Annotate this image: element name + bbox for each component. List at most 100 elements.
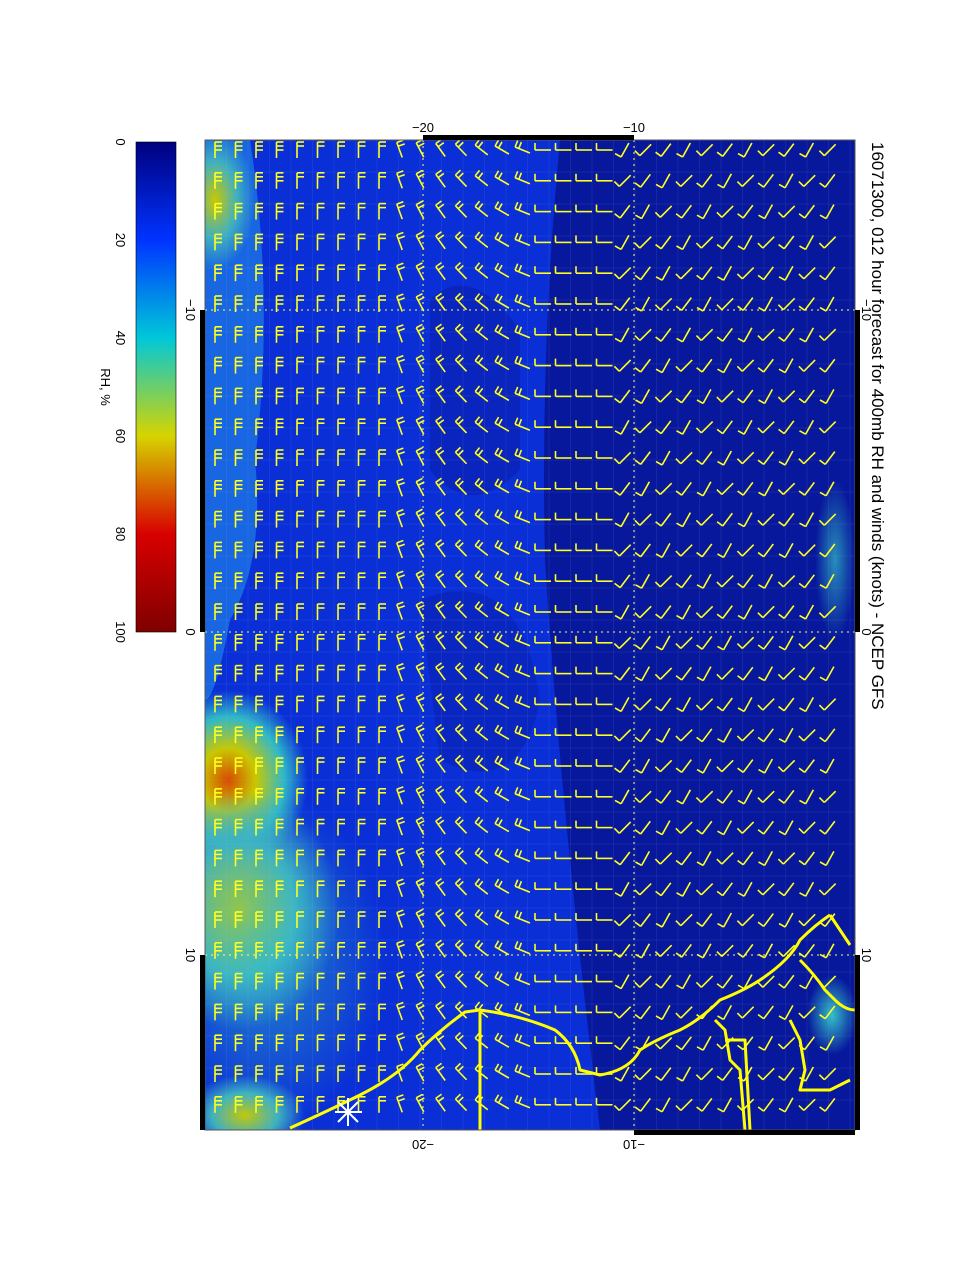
wind-barb [494,355,510,371]
wind-barb [534,143,551,151]
wind-barb [695,420,714,434]
wind-barb [337,695,345,713]
wind-barb [696,758,712,774]
wind-barb [534,512,551,521]
wind-barb [613,174,632,188]
wind-barb [514,325,531,339]
wind-barb [316,1003,325,1021]
wind-barb [675,759,692,774]
wind-barb [474,293,489,310]
wind-barb [575,173,592,182]
wind-barb [554,1097,572,1106]
wind-barb [454,693,468,711]
wind-barb [716,574,734,588]
wind-barb [514,1033,531,1047]
wind-barb [575,789,592,798]
right-tick-minus-10: −10 [859,299,874,321]
wind-barb [778,1067,795,1082]
wind-barb [296,664,304,682]
wind-barb [494,231,510,248]
wind-barb [575,451,592,459]
wind-barb [435,569,446,589]
wind-barb [777,944,796,958]
wind-barb [357,695,366,713]
wind-barb [378,418,386,436]
wind-barb [474,323,489,341]
wind-barb [337,510,345,528]
wind-barb [554,882,572,891]
wind-barb [675,451,693,465]
wind-barb [716,205,734,218]
wind-barb [494,570,510,586]
wind-barb [337,818,345,836]
wind-barb [234,911,243,928]
wind-barb [737,759,754,774]
wind-barb [494,632,510,648]
wind-barb [614,759,631,774]
wind-barb [494,539,510,556]
wind-barb [696,204,712,220]
wind-barb [337,1003,345,1021]
wind-barb [757,975,775,988]
wind-barb [514,140,531,154]
wind-barb [595,605,613,613]
wind-barb [435,508,446,527]
wind-barb [255,880,263,898]
wind-barb [454,970,468,988]
wind-barb [357,972,366,990]
wind-barb [654,759,673,773]
wind-barb [819,481,835,497]
wind-barb [654,667,673,680]
wind-barb [758,204,774,220]
wind-barb [214,264,222,282]
wind-barb [635,851,651,867]
wind-barb [614,512,630,528]
wind-barb [634,820,651,835]
wind-barb [634,236,652,249]
wind-barb [337,141,345,158]
wind-barb [595,943,613,952]
wind-barb [316,356,325,374]
wind-barb [378,572,386,590]
wind-barb [296,972,304,990]
wind-barb [514,479,531,493]
wind-barb [554,759,572,767]
wind-barb [614,974,630,990]
wind-barb [575,666,592,675]
wind-barb [234,633,243,651]
wind-barb [554,1067,572,1075]
wind-barb [655,450,671,466]
wind-barb [396,1094,405,1113]
wind-barb [695,882,714,896]
wind-barb [595,666,613,675]
wind-barb [275,972,284,990]
wind-barb [296,757,304,774]
wind-barb [357,880,366,898]
wind-barb [575,759,592,767]
wind-barb [819,173,836,188]
wind-barb [357,911,366,928]
wind-barb [758,1035,774,1051]
wind-barb [736,728,755,742]
wind-barb [435,939,446,958]
wind-barb [595,543,613,552]
wind-barb [396,786,405,805]
wind-barb [275,233,284,251]
wind-barb [737,327,753,343]
wind-barb [296,479,304,497]
wind-barb [255,1065,263,1082]
wind-barb [357,726,366,744]
wind-barb [415,878,425,897]
top-tick-minus-10: −10 [623,120,645,135]
wind-barb [676,142,692,158]
wind-barb [696,728,713,743]
wind-barb [634,420,652,434]
wind-barb [595,512,613,521]
wind-barb [614,327,630,343]
bottom-tick-minus-10: −10 [623,1137,645,1152]
wind-barb [595,420,613,429]
wind-barb [634,728,651,743]
wind-barb [474,909,489,926]
wind-barb [554,451,572,459]
wind-barb [357,233,366,251]
